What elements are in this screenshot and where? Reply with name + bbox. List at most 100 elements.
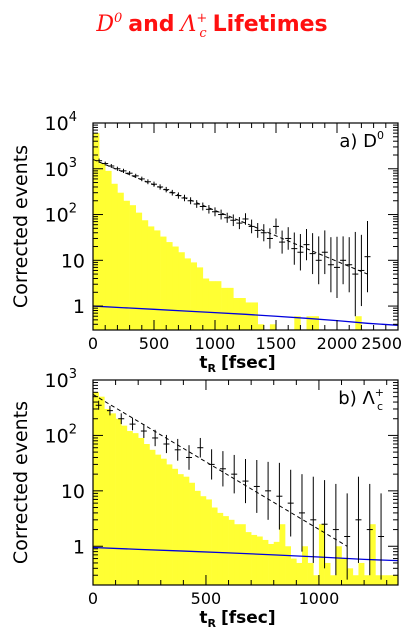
data-point [144, 179, 151, 185]
data-point [187, 197, 194, 205]
x-tick-label: 500 [139, 334, 170, 353]
model-curve-d0 [92, 305, 399, 326]
fit-line-d0 [92, 158, 368, 275]
title-lambda-superscript: + [196, 11, 207, 26]
data-point [248, 219, 255, 234]
data-point [315, 236, 322, 285]
data-point [287, 469, 294, 537]
title-and: and [128, 12, 174, 37]
histogram-bar [392, 575, 399, 585]
data-point [298, 474, 305, 552]
data-point [120, 168, 127, 173]
histogram-bar [364, 575, 371, 585]
panel-label-sup: + [375, 386, 384, 399]
histogram-bar [194, 490, 201, 585]
histogram-bar [335, 546, 342, 585]
y-axis-lambda-c: 1 10 102 103 [45, 367, 398, 586]
y-axis-label-lambda-c: Corrected events [10, 401, 32, 564]
histogram-bar [251, 302, 258, 330]
data-point [231, 454, 238, 494]
y-tick-label: 102 [45, 202, 77, 227]
panel-label-d0: a) D0 [339, 129, 384, 152]
data-point [291, 232, 298, 265]
data-point [242, 213, 249, 225]
data-point [151, 181, 157, 187]
title-d-superscript: 0 [114, 11, 122, 26]
histogram-bar [211, 507, 218, 585]
data-point [163, 434, 170, 454]
histogram-bar [99, 163, 106, 330]
data-point [138, 176, 145, 182]
histogram-bar [318, 524, 325, 585]
histogram-bar [285, 546, 291, 585]
y-tick-label: 10 [61, 250, 85, 272]
data-point [169, 189, 176, 196]
histogram-bar [369, 524, 376, 585]
data-point [157, 184, 164, 190]
data-point [266, 228, 273, 249]
data-point [327, 237, 334, 293]
data-points-lambda-c [95, 400, 385, 580]
data-point [340, 236, 347, 285]
histogram-bar [269, 324, 277, 330]
data-point [230, 214, 237, 227]
data-point [310, 476, 317, 563]
histogram-d0 [93, 133, 362, 330]
data-point [96, 158, 103, 163]
histogram-bar [172, 246, 179, 330]
data-point [106, 405, 113, 416]
histogram-bar [190, 262, 197, 330]
histogram-bar [166, 464, 173, 585]
panel-label-sup: 0 [377, 129, 384, 142]
histogram-bar [160, 458, 167, 585]
data-point [219, 451, 226, 487]
data-points-d0 [96, 158, 371, 317]
histogram-bar [290, 558, 297, 585]
fit-line-path [92, 393, 348, 547]
histogram-bar [126, 431, 133, 585]
y-tick-label: 102 [45, 422, 77, 447]
data-point [140, 424, 147, 438]
x-axis-label-d0: tR [fsec] [199, 353, 275, 375]
y-tick-label: 10 [61, 481, 85, 503]
histogram-bar [160, 236, 167, 330]
x-tick-label: 1000 [299, 589, 340, 608]
histogram-bar [200, 496, 207, 585]
data-point [132, 173, 139, 178]
histogram-bar [172, 468, 179, 585]
data-point [175, 192, 182, 199]
histogram-bar [381, 575, 388, 585]
histogram-bar [306, 316, 313, 330]
histogram-bar [358, 562, 365, 585]
x-axis-d0: 0 500 1000 1500 2000 2500 [88, 123, 402, 353]
histogram-bar [234, 524, 241, 585]
fit-line-path [92, 158, 368, 275]
data-point [378, 493, 385, 580]
histogram-bar [256, 536, 263, 585]
histogram-bar [347, 568, 354, 585]
histogram-bar [135, 212, 143, 330]
histogram-bar [307, 562, 314, 585]
data-point [236, 217, 243, 230]
data-point [285, 227, 292, 250]
x-tick-label: 1000 [195, 334, 236, 353]
data-point [352, 231, 359, 317]
data-point [321, 480, 328, 569]
histogram-bar [147, 226, 155, 330]
histogram-bar [205, 499, 212, 585]
histogram-bar [184, 258, 191, 330]
panel-label-text: b) Λ [338, 388, 375, 409]
data-point [364, 221, 371, 293]
x-tick-label: 500 [191, 589, 222, 608]
histogram-bar [121, 425, 128, 585]
histogram-bar [341, 558, 348, 585]
histogram-bar [294, 316, 301, 330]
x-axis-label-lambda-c: tR [fsec] [199, 608, 275, 630]
histogram-bar [166, 242, 173, 330]
data-point [279, 230, 286, 254]
data-point [297, 234, 304, 271]
histogram-bar [93, 133, 100, 330]
data-point [344, 493, 351, 580]
plot-frame-d0 [92, 122, 399, 331]
